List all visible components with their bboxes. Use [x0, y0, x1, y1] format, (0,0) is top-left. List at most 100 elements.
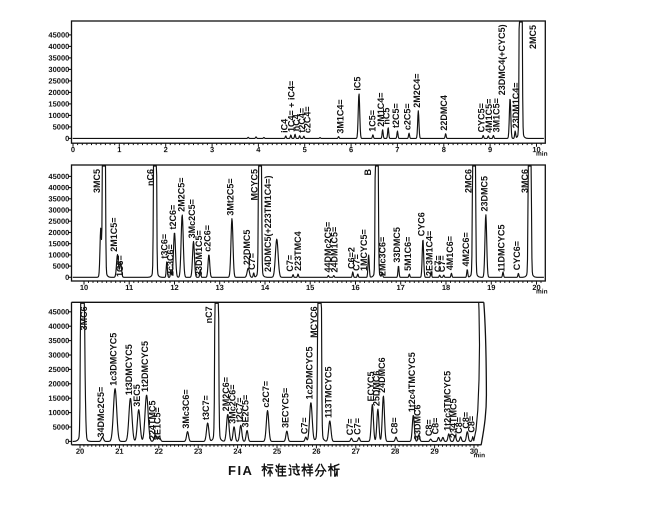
svg-text:25000: 25000 [48, 365, 69, 374]
svg-text:ECYC5: ECYC5 [366, 371, 376, 401]
svg-text:2E3M1C4=: 2E3M1C4= [425, 231, 435, 276]
svg-text:21: 21 [115, 447, 123, 456]
svg-text:20000: 20000 [48, 379, 69, 388]
svg-text:1C6=: 1C6= [115, 255, 125, 277]
svg-text:min: min [473, 452, 485, 459]
svg-text:1t3DMCYC5: 1t3DMCYC5 [124, 344, 134, 395]
svg-text:45000: 45000 [48, 307, 69, 316]
svg-text:0: 0 [65, 437, 69, 446]
svg-text:B: B [363, 169, 373, 176]
svg-text:30: 30 [470, 447, 478, 456]
svg-text:2MC6: 2MC6 [464, 169, 474, 193]
svg-text:5000: 5000 [53, 423, 70, 432]
svg-text:2: 2 [164, 145, 168, 154]
svg-text:22DMC4: 22DMC4 [439, 95, 449, 131]
svg-text:C7=: C7= [345, 418, 355, 435]
svg-text:15000: 15000 [48, 394, 69, 403]
svg-text:0: 0 [71, 145, 75, 154]
svg-text:5: 5 [303, 145, 307, 154]
svg-text:11DMCYC5: 11DMCYC5 [497, 224, 507, 272]
svg-text:1t2DMCYC5: 1t2DMCYC5 [140, 341, 150, 392]
svg-text:c2C4=: c2C4= [303, 106, 313, 133]
svg-text:40000: 40000 [48, 322, 69, 331]
svg-text:35000: 35000 [48, 53, 69, 62]
svg-text:20000: 20000 [48, 88, 69, 97]
svg-text:18: 18 [442, 283, 450, 292]
svg-text:c2C5=: c2C5= [403, 103, 413, 130]
svg-text:45000: 45000 [48, 172, 69, 181]
svg-text:234TMC5: 234TMC5 [449, 398, 459, 438]
svg-text:26: 26 [312, 447, 320, 456]
svg-text:c2C7=: c2C7= [261, 381, 271, 408]
svg-text:25DMC6: 25DMC6 [371, 371, 381, 407]
svg-text:iC4: iC4 [280, 119, 290, 133]
svg-text:12: 12 [170, 283, 178, 292]
svg-text:22DMC5: 22DMC5 [242, 230, 252, 266]
svg-text:min: min [536, 151, 548, 158]
svg-text:5000: 5000 [53, 122, 70, 131]
svg-text:C8=: C8= [467, 416, 477, 433]
svg-text:MCYC6: MCYC6 [309, 306, 319, 338]
svg-text:24: 24 [233, 447, 242, 456]
svg-text:4M2C6=: 4M2C6= [461, 232, 471, 266]
svg-text:5M1C6=: 5M1C6= [403, 237, 413, 271]
svg-text:33DM1C5=: 33DM1C5= [194, 230, 204, 276]
svg-text:7: 7 [395, 145, 399, 154]
svg-text:20: 20 [76, 447, 84, 456]
svg-text:2M2C6=: 2M2C6= [221, 377, 231, 411]
svg-text:30000: 30000 [48, 206, 69, 215]
svg-text:19: 19 [487, 283, 495, 292]
svg-text:C7=: C7= [247, 253, 257, 270]
svg-text:C7=: C7= [433, 255, 443, 272]
svg-text:23DM1C4=: 23DM1C4= [511, 83, 521, 129]
svg-text:2E1C5=: 2E1C5= [153, 407, 163, 440]
svg-text:6: 6 [349, 145, 353, 154]
svg-text:C7=: C7= [353, 418, 363, 435]
svg-text:16: 16 [351, 283, 359, 292]
svg-text:113TMCYC5: 113TMCYC5 [323, 366, 333, 418]
svg-text:24DMC5(+223TM1C4=): 24DMC5(+223TM1C4=) [263, 175, 273, 272]
svg-text:23: 23 [194, 447, 202, 456]
svg-text:3MC6: 3MC6 [79, 306, 89, 330]
svg-text:C8=: C8= [424, 419, 434, 436]
svg-text:t2C7=: t2C7= [234, 398, 244, 423]
svg-text:FIA: FIA [228, 463, 253, 478]
svg-text:44DMc2C5=: 44DMc2C5= [323, 222, 333, 273]
svg-text:3MC6: 3MC6 [520, 169, 530, 193]
svg-text:223TMC4: 223TMC4 [293, 231, 303, 271]
svg-text:25: 25 [273, 447, 281, 456]
svg-text:3Mc2C6=: 3Mc2C6= [228, 384, 238, 423]
svg-text:10: 10 [80, 283, 88, 292]
svg-text:0: 0 [65, 134, 69, 143]
svg-text:1C5=: 1C5= [368, 110, 378, 132]
svg-text:C7=: C7= [299, 417, 309, 434]
svg-text:15000: 15000 [48, 99, 69, 108]
svg-text:iC5: iC5 [353, 77, 363, 91]
svg-text:nC7: nC7 [204, 306, 214, 323]
svg-text:28: 28 [391, 447, 399, 456]
svg-text:0: 0 [65, 273, 69, 282]
svg-text:17: 17 [397, 283, 405, 292]
svg-text:23DMC4(+CYC5): 23DMC4(+CYC5) [497, 24, 507, 95]
svg-text:C6=2: C6=2 [346, 247, 356, 269]
svg-text:224TMC5: 224TMC5 [148, 400, 158, 440]
svg-text:1c3DMCYC5: 1c3DMCYC5 [109, 333, 119, 386]
svg-text:t3C6=: t3C6= [160, 234, 170, 259]
svg-text:C7=: C7= [351, 254, 361, 271]
svg-text:35000: 35000 [48, 336, 69, 345]
svg-text:2M1C4=: 2M1C4= [376, 92, 386, 126]
svg-text:3M1C4=: 3M1C4= [336, 99, 346, 133]
svg-text:8: 8 [442, 145, 446, 154]
svg-text:2M2C4=: 2M2C4= [412, 74, 422, 108]
svg-text:t2C6=: t2C6= [168, 205, 178, 230]
svg-text:C8=: C8= [390, 417, 400, 434]
svg-text:2c3C6=: 2c3C6= [165, 244, 175, 276]
svg-text:30000: 30000 [48, 65, 69, 74]
svg-text:CYC5=: CYC5= [477, 103, 487, 132]
svg-text:11: 11 [125, 283, 133, 292]
svg-text:20: 20 [532, 283, 540, 292]
svg-text:t2C4=: t2C4= [297, 108, 307, 133]
svg-text:25000: 25000 [48, 76, 69, 85]
svg-text:C7=: C7= [285, 255, 295, 272]
svg-text:14: 14 [261, 283, 270, 292]
